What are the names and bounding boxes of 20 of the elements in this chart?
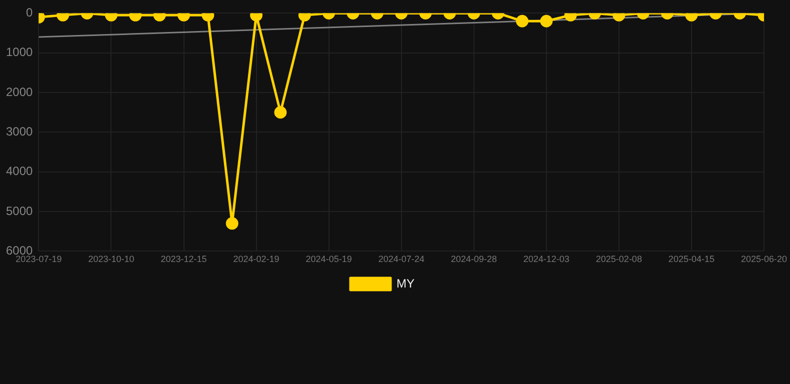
y-tick-label: 1000 (6, 45, 34, 60)
x-tick-label: 2025-02-08 (596, 254, 642, 264)
x-tick-label: 2023-10-10 (88, 254, 134, 264)
x-tick-label: 2024-05-19 (306, 254, 352, 264)
x-tick-label: 2023-12-15 (160, 254, 207, 264)
y-tick-label: 0 (26, 6, 34, 20)
x-tick-label: 2025-04-15 (668, 254, 714, 264)
x-tick-label: 2024-12-03 (523, 254, 570, 264)
x-tick-label: 2025-06-20 (740, 254, 788, 264)
y-tick-label: 2000 (6, 84, 34, 99)
x-tick-label: 2024-02-19 (233, 254, 280, 264)
point (274, 106, 287, 119)
x-tick-label: 2024-09-28 (450, 254, 497, 264)
y-tick-label: 3000 (6, 124, 34, 139)
point (226, 217, 238, 230)
y-tick-label: 5000 (6, 204, 34, 218)
legend-label: MY (396, 276, 414, 290)
x-tick-label: 2023-07-19 (16, 254, 62, 264)
y-tick-label: 4000 (6, 164, 34, 178)
x-tick-label: 2024-07-24 (378, 254, 424, 264)
